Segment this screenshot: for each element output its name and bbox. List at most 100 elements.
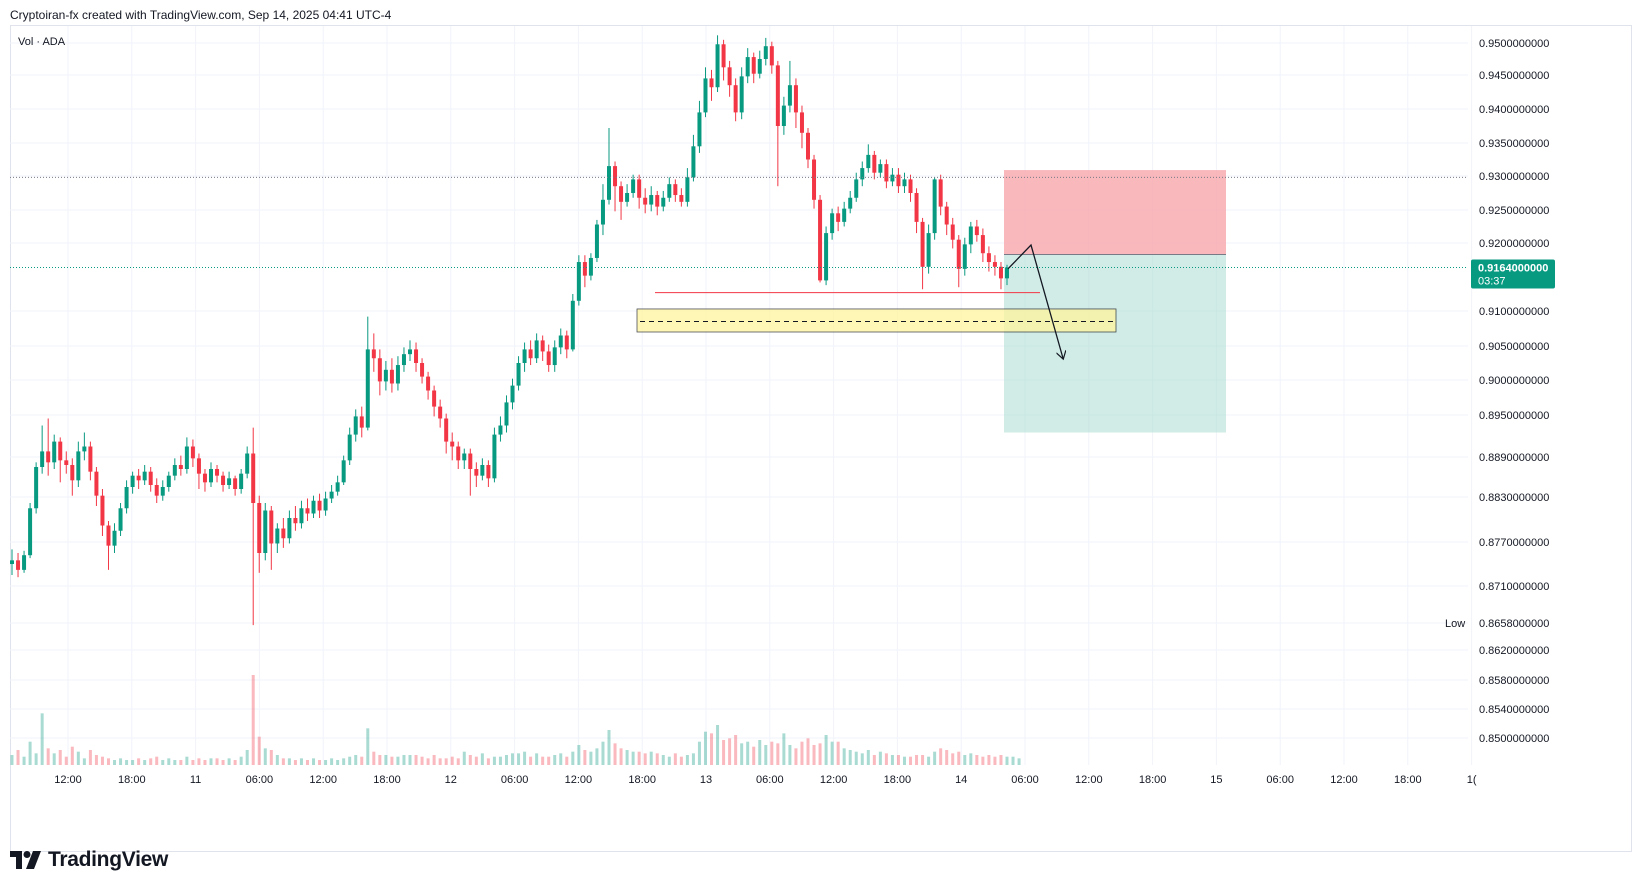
volume-bar (722, 740, 726, 765)
candle-body (450, 441, 455, 447)
time-tick-label: 18:00 (373, 774, 401, 786)
candle (245, 446, 250, 479)
candle (661, 190, 666, 212)
candle (142, 465, 147, 485)
candle (432, 385, 437, 417)
candle-body (685, 177, 690, 202)
candle (438, 399, 443, 428)
candle-body (389, 369, 394, 384)
candle-body (34, 467, 39, 509)
volume-bar (245, 750, 249, 765)
candle (335, 475, 340, 496)
volume-bar (649, 751, 653, 765)
volume-bar (167, 758, 171, 765)
candle (812, 154, 817, 209)
candle (564, 330, 569, 359)
candle-body (492, 434, 497, 479)
candle-body (727, 67, 732, 86)
candle-body (914, 193, 919, 222)
candle (830, 208, 835, 240)
volume-bar (848, 750, 852, 765)
candle-body (414, 349, 419, 363)
price-tick-label: 0.9100000000 (1479, 306, 1549, 318)
candle-body (607, 166, 611, 200)
candle (703, 67, 708, 118)
candle (697, 100, 702, 153)
candle-body (275, 528, 280, 544)
candle (52, 434, 57, 469)
candle (944, 201, 949, 236)
candle (148, 467, 153, 492)
time-tick-label: 06:00 (1011, 774, 1039, 786)
candle-body (88, 446, 93, 472)
tradingview-logo[interactable]: TradingView (10, 848, 168, 872)
volume-bar (975, 755, 979, 765)
candle (938, 174, 943, 216)
volume-bar (432, 755, 436, 765)
volume-bar (215, 758, 219, 765)
volume-bar (860, 753, 864, 765)
price-tick-label: 0.8950000000 (1479, 410, 1549, 422)
candle-body (534, 340, 539, 359)
candle (685, 168, 690, 207)
candle (872, 150, 877, 180)
volume-bar (915, 755, 919, 765)
volume-bar (565, 756, 569, 765)
price-tick-label: 0.9300000000 (1479, 171, 1549, 183)
price-tick-label: 0.8658000000 (1479, 618, 1549, 630)
price-tick-label: 0.9350000000 (1479, 138, 1549, 150)
time-tick-label: 06:00 (1266, 774, 1294, 786)
candle (1005, 264, 1009, 286)
candle-body (570, 300, 575, 350)
candle (745, 48, 750, 84)
candle (637, 174, 642, 209)
candle (691, 134, 696, 182)
candle-body (715, 44, 720, 88)
candle (287, 510, 292, 544)
candle-body (124, 487, 129, 509)
candle (818, 195, 823, 283)
candle-body (420, 363, 425, 377)
last-price-value: 0.9164000000 (1478, 262, 1548, 274)
candle-body (564, 335, 569, 350)
volume-bar (28, 741, 32, 765)
volume-bar (299, 758, 303, 765)
candle (70, 458, 75, 496)
volume-bar (776, 743, 780, 765)
volume-bar (866, 750, 870, 765)
candle-body (986, 253, 991, 263)
time-tick-label: 06:00 (246, 774, 274, 786)
volume-bar (155, 756, 159, 765)
candle (902, 172, 907, 193)
volume-bar (1005, 756, 1009, 765)
candle-body (751, 57, 756, 74)
volume-bar (414, 755, 418, 765)
candle-body (10, 560, 14, 564)
candle-body (498, 425, 503, 435)
candle (233, 475, 238, 496)
candle-body (848, 197, 853, 209)
candle (552, 340, 557, 372)
candle (468, 448, 473, 496)
candle (28, 503, 33, 559)
candle (353, 409, 358, 442)
candle (600, 184, 605, 236)
volume-bar (10, 755, 14, 765)
candle-body (613, 166, 618, 187)
candle-body (215, 469, 220, 476)
candle-body (46, 451, 51, 463)
candle (166, 471, 171, 492)
candle (884, 159, 889, 189)
candle (46, 418, 51, 476)
candle-body (196, 458, 201, 474)
time-tick-label: 12:00 (309, 774, 337, 786)
time-tick-label: 14 (955, 774, 967, 786)
volume-bar (909, 756, 913, 765)
candle-body (148, 471, 153, 485)
candle (709, 69, 714, 101)
volume-bar (46, 748, 50, 765)
candle-body (721, 44, 726, 68)
candle (281, 518, 286, 548)
volume-bar (40, 713, 44, 765)
